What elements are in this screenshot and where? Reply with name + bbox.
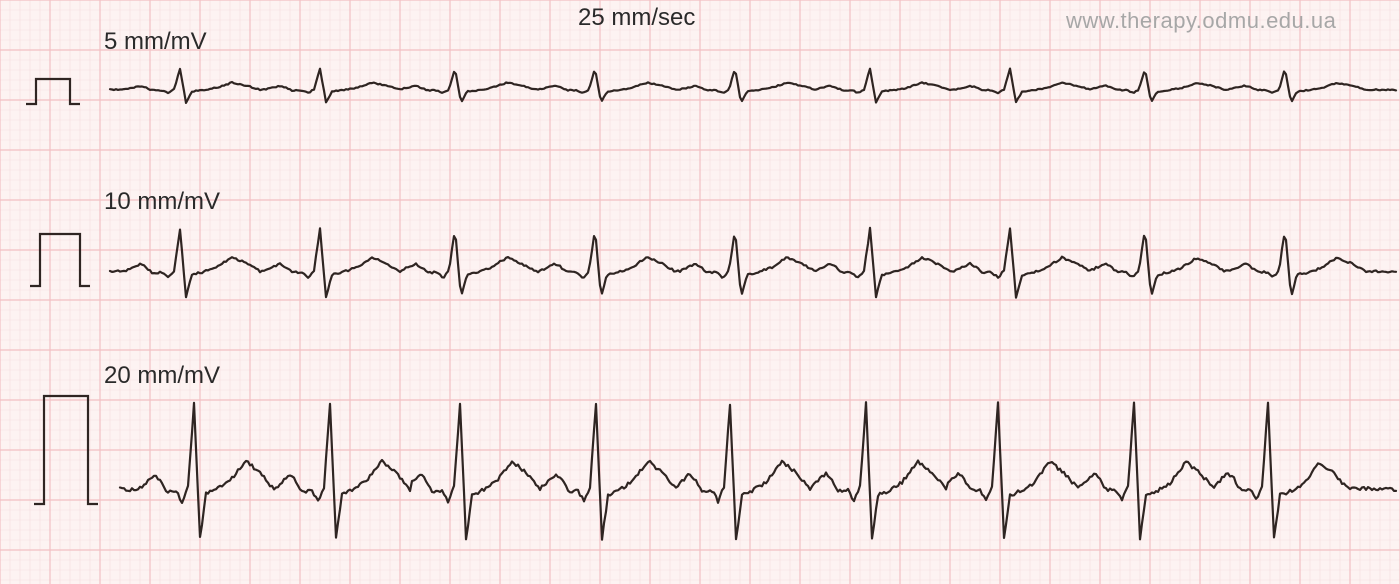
source-watermark: www.therapy.odmu.edu.ua <box>1066 8 1336 34</box>
calibration-pulse-strip-10mm <box>30 234 90 286</box>
calibration-label-10mm: 10 mm/mV <box>104 188 220 216</box>
paper-speed-label: 25 mm/sec <box>578 4 695 32</box>
calibration-label-20mm: 20 mm/mV <box>104 362 220 390</box>
calibration-pulse-strip-5mm <box>26 79 80 104</box>
ecg-trace-strip-5mm <box>110 69 1396 103</box>
ecg-trace-strip-20mm <box>120 402 1396 540</box>
ecg-figure: 25 mm/sec www.therapy.odmu.edu.ua 5 mm/m… <box>0 0 1400 584</box>
ecg-trace-strip-10mm <box>110 228 1396 298</box>
calibration-label-5mm: 5 mm/mV <box>104 28 207 56</box>
ecg-traces <box>0 0 1400 584</box>
calibration-pulse-strip-20mm <box>34 396 98 504</box>
